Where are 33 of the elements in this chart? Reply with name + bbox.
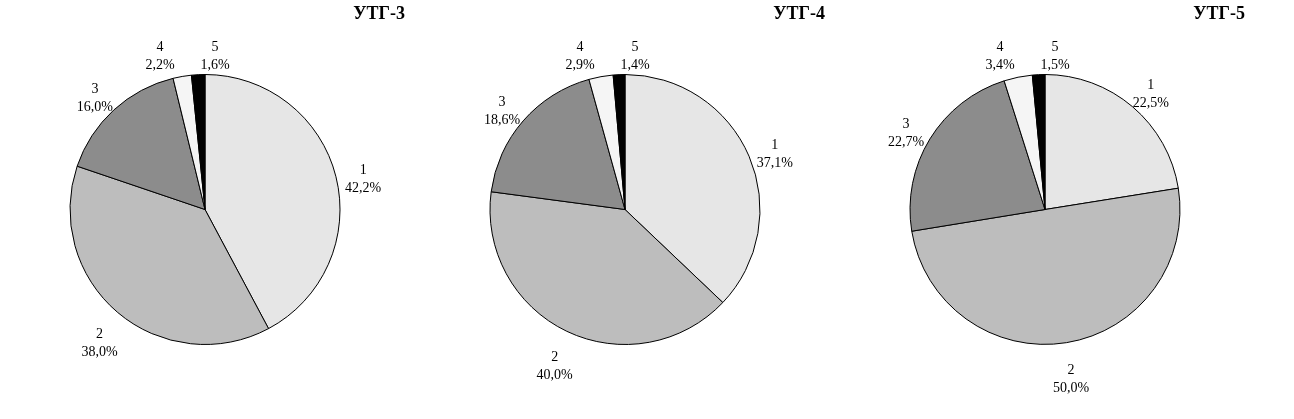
data-label: 2,9% — [565, 56, 595, 72]
data-label: 2,2% — [145, 56, 175, 72]
slice-label: 5 — [1051, 38, 1059, 54]
data-label: 1,4% — [620, 56, 650, 72]
text: УТГ-5 — [1193, 3, 1245, 23]
slice-label: 4 — [156, 38, 164, 54]
slice-label: 3 — [902, 116, 910, 132]
chart-title: УТГ-4 — [773, 3, 825, 23]
data-label: 1,5% — [1040, 56, 1070, 72]
data-label: 22,7% — [888, 134, 925, 150]
slice-label: 1 — [359, 161, 367, 177]
slice-label: 1 — [771, 137, 779, 153]
data-label: 22,5% — [1132, 95, 1170, 111]
slice-label: 3 — [498, 94, 506, 110]
slice-label: 5 — [631, 38, 639, 54]
data-label: 42,2% — [345, 179, 382, 195]
slice-label: 2 — [551, 348, 559, 364]
chart-title: УТГ-3 — [353, 3, 405, 23]
data-label: 38,0% — [81, 343, 118, 359]
data-label: 50,0% — [1052, 380, 1090, 396]
slice-label: 5 — [211, 38, 219, 54]
data-label: 3,4% — [985, 56, 1015, 72]
slice-label: 1 — [1147, 77, 1155, 93]
slice-label: 4 — [996, 38, 1004, 54]
slice-label: 4 — [576, 38, 584, 54]
data-label: 1,6% — [200, 56, 230, 72]
data-label: 37,1% — [756, 155, 794, 171]
slice-label: 2 — [1067, 362, 1075, 378]
data-label: 18,6% — [483, 112, 521, 128]
data-label: 16,0% — [76, 99, 114, 115]
slice-label: 2 — [96, 325, 104, 341]
slice-label: 3 — [91, 81, 99, 97]
data-label: 40,0% — [536, 366, 574, 382]
